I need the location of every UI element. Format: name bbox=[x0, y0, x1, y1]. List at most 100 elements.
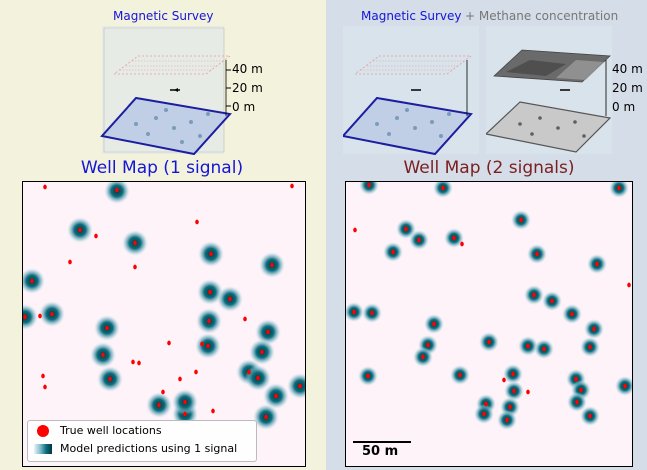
true-well-marker bbox=[211, 408, 215, 414]
right-well-map-canvas bbox=[346, 182, 632, 430]
true-well-marker bbox=[108, 376, 112, 382]
prediction-blob bbox=[359, 182, 379, 195]
true-well-marker bbox=[264, 414, 268, 420]
true-well-marker bbox=[43, 384, 47, 390]
legend-predictions-label: Model predictions using 1 signal bbox=[60, 442, 238, 455]
true-well-marker bbox=[41, 373, 45, 379]
right-header: Magnetic Survey bbox=[361, 9, 462, 23]
legend-row-true-wells: True well locations bbox=[34, 424, 162, 437]
true-well-marker bbox=[256, 375, 260, 381]
true-well-marker bbox=[588, 413, 592, 419]
true-well-marker bbox=[441, 185, 445, 191]
true-well-marker bbox=[167, 340, 171, 346]
true-well-marker bbox=[532, 292, 536, 298]
left-axis-20m: 20 m bbox=[232, 81, 263, 95]
true-well-marker bbox=[432, 321, 436, 327]
map-legend: True well locations Model predictions us… bbox=[27, 420, 257, 462]
true-well-marker bbox=[367, 182, 371, 188]
right-survey-diagram-methane bbox=[486, 26, 612, 154]
true-well-marker bbox=[207, 318, 211, 324]
true-well-marker bbox=[421, 354, 425, 360]
true-well-marker bbox=[426, 342, 430, 348]
true-well-marker bbox=[298, 383, 302, 389]
true-well-marker bbox=[131, 359, 135, 365]
true-well-marker bbox=[101, 352, 105, 358]
true-well-marker bbox=[161, 389, 165, 395]
true-well-marker bbox=[353, 227, 357, 233]
prediction-blob bbox=[23, 304, 38, 330]
true-well-marker bbox=[519, 217, 523, 223]
true-well-marker bbox=[194, 369, 198, 375]
true-well-marker bbox=[78, 227, 82, 233]
prediction-blob bbox=[104, 182, 130, 204]
true-well-marker bbox=[157, 402, 161, 408]
true-well-marker bbox=[206, 343, 210, 349]
true-well-marker bbox=[352, 309, 356, 315]
right-axis-20m: 20 m bbox=[612, 81, 643, 95]
right-map-title: Well Map (2 signals) bbox=[403, 158, 575, 178]
true-well-marker bbox=[623, 383, 627, 389]
true-well-marker bbox=[617, 185, 621, 191]
legend-row-predictions: Model predictions using 1 signal bbox=[34, 442, 237, 455]
true-well-marker bbox=[195, 219, 199, 225]
left-survey-diagram bbox=[100, 26, 232, 156]
left-axis-0m: 0 m bbox=[232, 100, 256, 114]
right-survey-diagram-magnetic bbox=[343, 26, 479, 156]
true-well-marker bbox=[526, 343, 530, 349]
prediction-blob bbox=[23, 268, 45, 294]
true-well-marker bbox=[505, 417, 509, 423]
true-well-marker bbox=[482, 411, 486, 417]
true-well-marker bbox=[94, 233, 98, 239]
left-axis-40m: 40 m bbox=[232, 62, 263, 76]
true-well-marker bbox=[366, 373, 370, 379]
right-header-extra: + Methane concentration bbox=[465, 9, 619, 23]
true-well-marker bbox=[133, 264, 137, 270]
true-well-marker bbox=[404, 226, 408, 232]
true-well-marker bbox=[208, 289, 212, 295]
prediction-blob bbox=[287, 373, 305, 399]
true-well-marker bbox=[575, 399, 579, 405]
left-well-map bbox=[22, 181, 306, 467]
true-well-marker bbox=[38, 313, 42, 319]
true-well-marker bbox=[570, 311, 574, 317]
true-well-marker-icon bbox=[37, 424, 49, 437]
true-well-marker bbox=[30, 278, 34, 284]
true-well-marker bbox=[417, 237, 421, 243]
scale-bar bbox=[353, 441, 411, 443]
true-well-marker bbox=[183, 411, 187, 417]
true-well-marker bbox=[178, 376, 182, 382]
true-well-marker bbox=[183, 399, 187, 405]
true-well-marker bbox=[460, 241, 464, 247]
true-well-marker bbox=[535, 251, 539, 257]
true-well-marker bbox=[502, 377, 506, 383]
true-well-marker bbox=[508, 404, 512, 410]
right-axis-40m: 40 m bbox=[612, 62, 643, 76]
true-well-marker bbox=[105, 325, 109, 331]
scale-bar-label: 50 m bbox=[362, 444, 399, 459]
true-well-marker bbox=[243, 316, 247, 322]
true-well-marker bbox=[274, 393, 278, 399]
true-well-marker bbox=[290, 183, 294, 189]
true-well-marker bbox=[579, 387, 583, 393]
true-well-marker bbox=[574, 376, 578, 382]
left-map-title: Well Map (1 signal) bbox=[80, 158, 244, 178]
true-well-marker bbox=[588, 344, 592, 350]
true-well-marker bbox=[43, 184, 47, 190]
true-well-marker bbox=[260, 349, 264, 355]
left-well-map-canvas bbox=[23, 182, 305, 430]
right-axis-0m: 0 m bbox=[612, 100, 636, 114]
true-well-marker bbox=[484, 401, 488, 407]
legend-true-wells-label: True well locations bbox=[60, 424, 162, 437]
true-well-marker bbox=[391, 249, 395, 255]
true-well-marker bbox=[512, 388, 516, 394]
true-well-marker bbox=[266, 329, 270, 335]
true-well-marker bbox=[209, 251, 213, 257]
true-well-marker bbox=[526, 389, 530, 395]
left-header: Magnetic Survey bbox=[113, 9, 214, 23]
true-well-marker bbox=[592, 326, 596, 332]
true-well-marker bbox=[247, 369, 251, 375]
true-well-marker bbox=[627, 282, 631, 288]
true-well-marker bbox=[370, 310, 374, 316]
true-well-marker bbox=[228, 296, 232, 302]
true-well-marker bbox=[458, 372, 462, 378]
